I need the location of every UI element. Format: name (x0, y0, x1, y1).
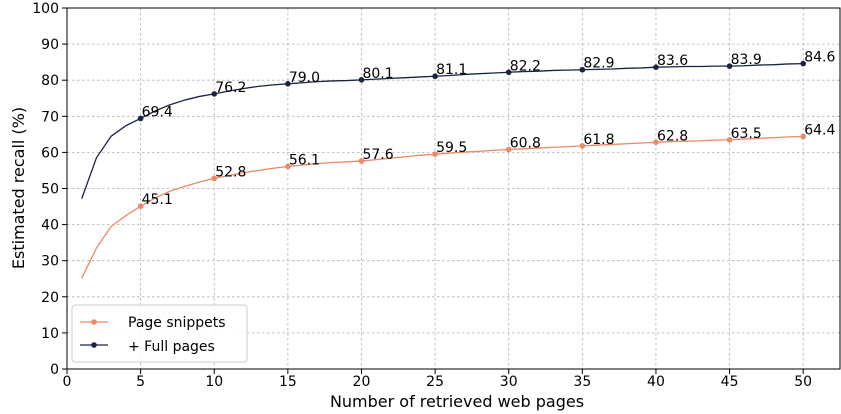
x-tick-label: 35 (573, 374, 591, 390)
data-label: 59.5 (436, 140, 467, 156)
plot-frame (66, 7, 841, 370)
data-label: 76.2 (215, 80, 246, 96)
data-point (137, 115, 144, 122)
legend-label-full-pages: + Full pages (128, 339, 215, 355)
data-point (579, 66, 586, 73)
x-tick-label: 25 (426, 374, 444, 390)
data-label: 83.9 (731, 52, 762, 68)
data-label: 56.1 (289, 152, 320, 168)
data-point (211, 91, 218, 97)
x-tick-label: 15 (279, 374, 297, 390)
data-label: 82.9 (583, 56, 614, 72)
axes-layer: 0 5 10 15 20 25 30 35 40 45 50 0 10 20 30 40 50 60 70 80 90 1… (32, 1, 841, 390)
data-point (358, 158, 365, 164)
y-tick-label: 0 (50, 362, 59, 378)
series-line-1 (81, 62, 804, 199)
series-line-0 (81, 135, 804, 279)
y-tick-label: 80 (41, 73, 59, 89)
data-label: 64.4 (804, 123, 835, 139)
data-label: 80.1 (362, 66, 393, 82)
x-axis-label: Number of retrieved web pages (330, 392, 584, 411)
data-label: 63.5 (731, 126, 762, 142)
data-point (358, 77, 365, 83)
data-point (726, 63, 733, 69)
data-label: 52.8 (215, 164, 246, 180)
data-point (505, 146, 512, 153)
data-label: 45.1 (142, 192, 173, 208)
legend: Page snippets + Full pages (71, 304, 248, 363)
y-tick-label: 60 (41, 145, 59, 161)
legend-marker-full-pages (91, 342, 97, 348)
x-tick-label: 30 (500, 374, 518, 390)
data-label: 84.6 (804, 50, 835, 66)
x-tick-label: 0 (63, 374, 72, 390)
y-tick-label: 50 (41, 182, 59, 198)
data-point (432, 151, 438, 158)
x-tick-label: 10 (205, 374, 223, 390)
y-tick-label: 10 (41, 326, 59, 342)
x-tick-label: 45 (721, 374, 739, 390)
data-point (653, 64, 659, 71)
data-point (653, 139, 659, 146)
data-label: 62.8 (657, 128, 688, 144)
y-tick-label: 100 (32, 1, 59, 17)
data-point (726, 136, 733, 143)
data-label: 83.6 (657, 53, 688, 69)
data-point (800, 133, 806, 140)
data-label: 61.8 (583, 132, 614, 148)
y-tick-label: 40 (41, 218, 59, 234)
data-label: 81.1 (436, 62, 467, 78)
y-tick-label: 90 (41, 37, 59, 53)
data-label: 82.2 (510, 58, 541, 74)
data-label-layer: 45.1 52.8 56.1 57.6 59.5 60.8 61.8 62.8 63.5 64.4… (142, 50, 836, 209)
y-axis-label: Estimated recall (%) (9, 107, 28, 269)
data-point (579, 143, 586, 149)
y-tick-label: 70 (41, 109, 59, 125)
data-point (137, 203, 144, 209)
y-tick-label: 30 (41, 254, 59, 270)
x-tick-label: 5 (136, 374, 145, 390)
data-point (432, 73, 438, 80)
x-tick-label: 40 (647, 374, 665, 390)
x-tick-label: 50 (794, 374, 812, 390)
legend-marker-page-snippets (91, 319, 97, 325)
data-point (285, 81, 291, 87)
y-tick-label: 20 (41, 290, 59, 306)
legend-label-page-snippets: Page snippets (128, 315, 226, 331)
data-point (505, 69, 512, 76)
data-label: 79.0 (289, 70, 320, 86)
data-point (800, 60, 806, 67)
data-point (285, 163, 291, 170)
series-layer (81, 60, 806, 279)
legend-box (71, 304, 248, 363)
x-tick-label: 20 (353, 374, 371, 390)
data-label: 69.4 (142, 104, 173, 120)
data-label: 60.8 (510, 136, 541, 152)
data-label: 57.6 (362, 147, 393, 163)
data-point (211, 175, 218, 182)
